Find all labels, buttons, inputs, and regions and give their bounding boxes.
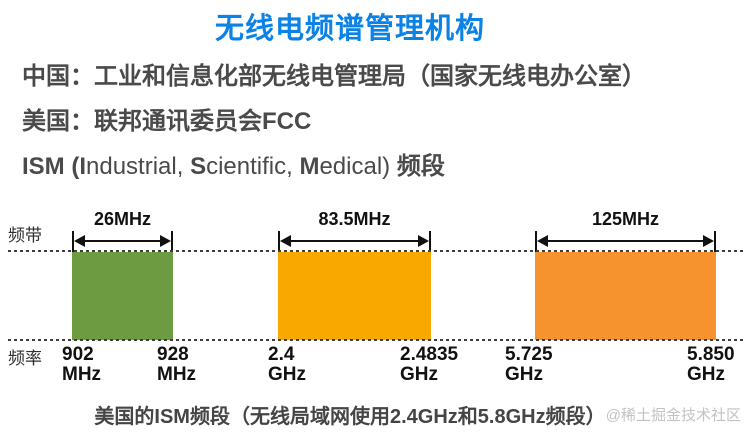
ism-definition-line: ISM (Industrial, Scientific, Medical) 频段 bbox=[22, 146, 445, 181]
band-width-label: 125MHz bbox=[591, 209, 660, 229]
frequency-band-5-8ghz: 125MHz bbox=[535, 0, 716, 432]
bottom-caption: 美国的ISM频段（无线局域网使用2.4GHz和5.8GHz频段） bbox=[94, 406, 606, 428]
band-edge-tick bbox=[171, 231, 173, 252]
page-title: 无线电频谱管理机构 bbox=[214, 13, 485, 45]
freq-axis-label: 频率 bbox=[8, 349, 42, 368]
arrow-head-left-icon bbox=[537, 235, 548, 247]
band-edge-tick bbox=[278, 231, 280, 252]
frequency-band-2-4ghz: 83.5MHz bbox=[278, 0, 431, 432]
band-edge-tick bbox=[72, 231, 74, 252]
band-bar bbox=[278, 252, 431, 340]
double-arrow bbox=[282, 240, 427, 242]
arrow-head-right-icon bbox=[418, 235, 429, 247]
band-edge-tick bbox=[535, 231, 537, 252]
freq-end-label-2-4835: 2.4835 GHz bbox=[400, 344, 459, 385]
ism-seg-normal: edical) bbox=[319, 153, 397, 180]
arrow-head-left-icon bbox=[74, 235, 85, 247]
frequency-band-902mhz: 26MHz bbox=[72, 0, 173, 432]
ism-seg-normal: ndustrial, bbox=[86, 153, 191, 180]
ism-seg-bold: ISM ( bbox=[22, 153, 80, 180]
ism-seg-bold: S bbox=[190, 153, 207, 180]
ism-seg-bold: I bbox=[79, 153, 86, 180]
double-arrow bbox=[539, 240, 712, 242]
dashed-line-bottom bbox=[8, 339, 744, 341]
freq-end-label-928: 928 MHz bbox=[157, 344, 197, 385]
ism-seg-bold: M bbox=[299, 153, 320, 180]
band-axis-label: 频带 bbox=[8, 226, 42, 245]
band-width-label: 26MHz bbox=[93, 209, 151, 229]
arrow-head-right-icon bbox=[703, 235, 714, 247]
freq-start-label-902: 902 MHz bbox=[62, 344, 102, 385]
dashed-line-top bbox=[8, 250, 744, 252]
usa-authority-line: 美国：联邦通讯委员会FCC bbox=[22, 108, 312, 135]
band-width-label: 83.5MHz bbox=[318, 209, 391, 229]
band-edge-tick bbox=[429, 231, 431, 252]
china-authority-line: 中国：工业和信息化部无线电管理局（国家无线电办公室） bbox=[22, 63, 646, 90]
freq-end-label-5-850: 5.850 GHz bbox=[687, 344, 735, 385]
freq-start-label-2-4: 2.4 GHz bbox=[268, 344, 306, 385]
watermark: @稀土掘金技术社区 bbox=[605, 407, 741, 424]
double-arrow bbox=[76, 240, 169, 242]
ism-seg-normal: cientific, bbox=[206, 153, 300, 180]
ism-seg-bold: 频段 bbox=[396, 153, 445, 180]
band-bar bbox=[72, 252, 173, 340]
band-edge-tick bbox=[714, 231, 716, 252]
freq-start-label-5-725: 5.725 GHz bbox=[505, 344, 553, 385]
arrow-head-right-icon bbox=[160, 235, 171, 247]
arrow-head-left-icon bbox=[280, 235, 291, 247]
band-bar bbox=[535, 252, 716, 340]
